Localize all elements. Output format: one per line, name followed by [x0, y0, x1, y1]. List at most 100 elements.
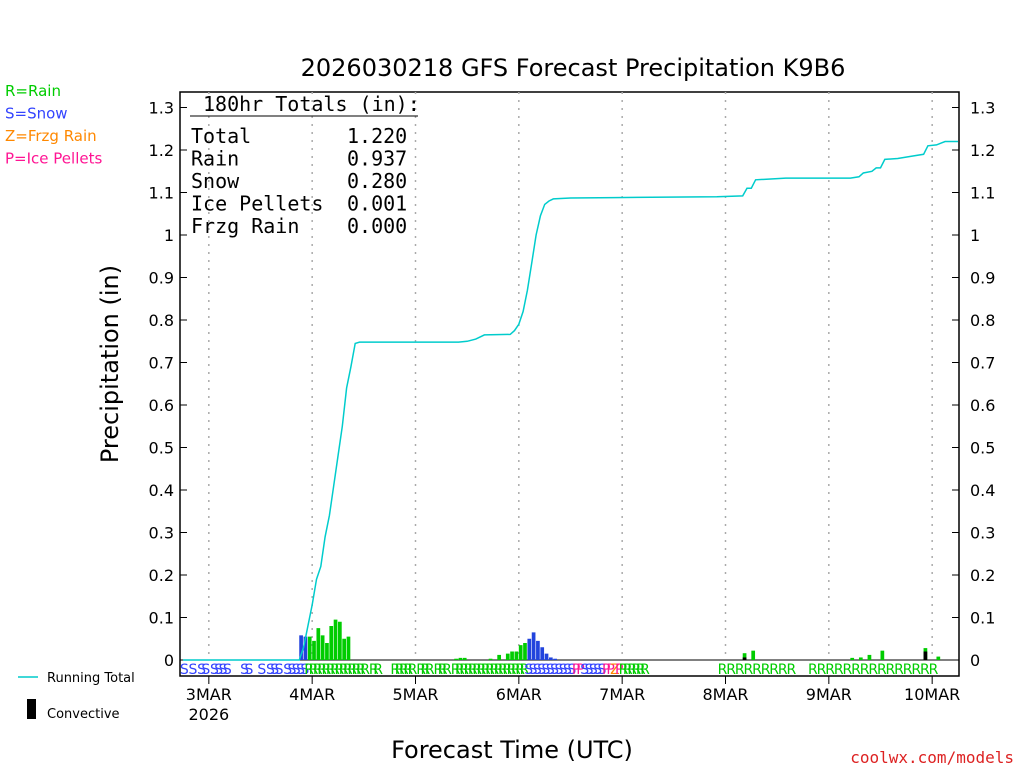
x-tick-label: 5MAR	[392, 685, 438, 704]
type-marker: R	[726, 662, 736, 678]
type-marker: S	[554, 662, 563, 678]
type-marker: R	[498, 662, 508, 678]
grid-lines	[208, 92, 933, 660]
type-marker: R	[395, 662, 405, 678]
type-marker: R	[451, 662, 461, 678]
type-marker: S	[240, 662, 249, 678]
rain-bar	[325, 643, 329, 660]
type-marker: R	[787, 662, 797, 678]
type-marker: S	[180, 662, 189, 678]
type-marker: R	[339, 662, 349, 678]
type-marker: S	[563, 662, 572, 678]
x-tick-label: 4MAR	[289, 685, 335, 704]
type-marker: R	[343, 662, 353, 678]
type-marker: S	[275, 662, 284, 678]
type-marker: R	[718, 662, 728, 678]
type-marker: R	[903, 662, 913, 678]
y-tick-label-right: 0.2	[970, 566, 995, 585]
type-marker: S	[546, 662, 555, 678]
rain-bar	[505, 653, 510, 660]
rain-bar	[867, 654, 872, 660]
type-marker: R	[421, 662, 431, 678]
type-marker: S	[244, 662, 253, 678]
type-marker: R	[352, 662, 362, 678]
y-tick-label-left: 0.4	[149, 481, 174, 500]
type-marker: R	[408, 662, 418, 678]
x-tick-label: 9MAR	[806, 685, 852, 704]
rain-bar	[346, 636, 351, 660]
type-marker: R	[735, 662, 745, 678]
type-marker: R	[868, 662, 878, 678]
x-tick-label: 7MAR	[599, 685, 645, 704]
rain-bar	[316, 628, 321, 660]
x-tick-label: 6MAR	[496, 685, 542, 704]
totals-row-value: 0.280	[347, 169, 407, 193]
x-tick-label: 8MAR	[702, 685, 748, 704]
plot-frame	[179, 91, 960, 677]
y-tick-label-left: 0.6	[149, 396, 174, 415]
type-marker: R	[399, 662, 409, 678]
convective-bar	[923, 651, 928, 660]
type-marker: P	[606, 662, 614, 678]
rain-bar	[488, 658, 493, 660]
y-tick-label-right: 1.3	[970, 99, 995, 118]
type-marker: R	[619, 662, 629, 678]
legend-entry-label: Convective	[47, 707, 120, 722]
snow-bar	[540, 647, 545, 660]
type-marker: R	[752, 662, 762, 678]
type-marker: R	[911, 662, 921, 678]
y-tick-label-right: 0.9	[970, 269, 995, 288]
y-axis-label: Precipitation (in)	[96, 265, 124, 463]
type-legend-entry: R=Rain	[5, 82, 61, 100]
type-marker: S	[593, 662, 602, 678]
type-marker: R	[894, 662, 904, 678]
y-tick-label-left: 0.8	[149, 311, 174, 330]
type-marker: S	[197, 662, 206, 678]
type-marker: R	[390, 662, 400, 678]
y-tick-label-left: 0.3	[149, 524, 174, 543]
totals-header: 180hr Totals (in):	[203, 92, 420, 116]
snow-bar	[553, 658, 557, 660]
running-total-line	[183, 140, 958, 661]
type-marker: Z	[610, 662, 620, 678]
type-marker: R	[632, 662, 642, 678]
type-marker: S	[296, 662, 305, 678]
type-marker: R	[433, 662, 443, 678]
type-marker: S	[257, 662, 266, 678]
y-tick-label-left: 1.1	[149, 184, 174, 203]
y-tick-label-right: 0.8	[970, 311, 995, 330]
rain-bar	[936, 656, 941, 660]
type-marker: R	[455, 662, 465, 678]
type-marker: R	[877, 662, 887, 678]
type-marker: S	[214, 662, 223, 678]
type-marker: R	[627, 662, 637, 678]
type-marker: R	[489, 662, 499, 678]
type-marker: R	[743, 662, 753, 678]
type-marker: R	[520, 662, 530, 678]
type-marker: R	[769, 662, 779, 678]
rain-bar	[510, 651, 514, 660]
type-marker: S	[270, 662, 279, 678]
rain-bar	[514, 651, 519, 660]
type-marker: R	[309, 662, 319, 678]
type-marker: S	[300, 662, 309, 678]
type-legend-entry: S=Snow	[5, 105, 68, 123]
type-marker: P	[615, 662, 623, 678]
chart-title: 2026030218 GFS Forecast Precipitation K9…	[301, 54, 846, 82]
rain-bar	[333, 619, 338, 660]
totals-row-value: 1.220	[347, 124, 407, 148]
rain-bar	[462, 657, 467, 660]
type-marker: S	[266, 662, 275, 678]
rain-bar	[850, 657, 855, 660]
type-marker: R	[494, 662, 504, 678]
y-tick-label-right: 1.1	[970, 184, 995, 203]
type-marker: R	[481, 662, 491, 678]
y-tick-label-left: 1.2	[149, 141, 174, 160]
type-marker: P	[572, 662, 580, 678]
y-axis-ticks: 0 0 0.1 0.1 0.2 0.2 0.3 0.3 0.4 0.4 0.5 0.5 0.6 0.6 0.…	[149, 99, 996, 671]
type-marker: R	[851, 662, 861, 678]
type-legend-entry: P=Ice Pellets	[5, 150, 102, 168]
type-marker: R	[834, 662, 844, 678]
y-tick-label-right: 0.3	[970, 524, 995, 543]
